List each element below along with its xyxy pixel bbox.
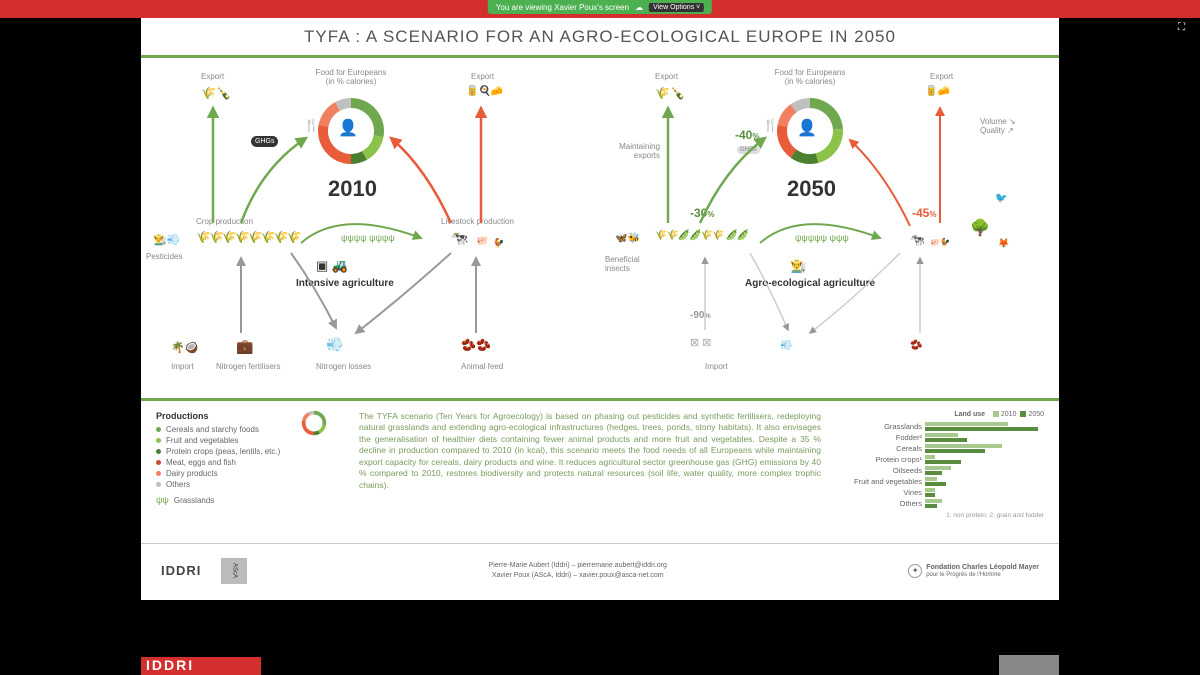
landuse-row: Fruit and vegetables [844, 476, 1044, 487]
legend-donut [301, 410, 327, 436]
grey-overflow [999, 655, 1059, 675]
landuse-row: Protein crops¹ [844, 454, 1044, 465]
diagram-area: Export Food for Europeans(in % calories)… [141, 58, 1059, 398]
iddri-overflow: IDDRI [141, 657, 261, 675]
landuse-row: Fodder² [844, 432, 1044, 443]
landuse-row: Others [844, 498, 1044, 509]
legend-item: Protein crops (peas, lentils, etc.) [156, 447, 336, 456]
bottom-section: Productions Cereals and starchy foodsFru… [141, 398, 1059, 543]
fondation-logo: ✦ Fondation Charles Léopold Mayerpour le… [908, 564, 1039, 578]
arrows-2010 [141, 58, 600, 398]
landuse-row: Cereals [844, 443, 1044, 454]
credits: Pierre-Marie Aubert (Iddri) – pierremari… [267, 561, 888, 579]
arrows-2050 [600, 58, 1059, 398]
panel-2010: Export Food for Europeans(in % calories)… [141, 58, 600, 398]
asca-logo: AScA [221, 558, 247, 584]
productions-legend: Productions Cereals and starchy foodsFru… [156, 411, 336, 533]
landuse-row: Vines [844, 487, 1044, 498]
landuse-chart: Land use 2010 2050 Grasslands Fodder² Ce… [844, 411, 1044, 533]
legend-item: Fruit and vegetables [156, 436, 336, 445]
page-title: TYFA : A SCENARIO FOR AN AGRO-ECOLOGICAL… [304, 27, 896, 47]
landuse-note: 1: non protein; 2: grain and fodder [844, 512, 1044, 519]
fondation-icon: ✦ [908, 564, 922, 578]
panel-2050: Export Food for Europeans(in % calories)… [600, 58, 1059, 398]
slide: TYFA : A SCENARIO FOR AN AGRO-ECOLOGICAL… [141, 18, 1059, 600]
landuse-row: Oilseeds [844, 465, 1044, 476]
title-bar: TYFA : A SCENARIO FOR AN AGRO-ECOLOGICAL… [141, 18, 1059, 58]
footer: IDDRI AScA Pierre-Marie Aubert (Iddri) –… [141, 543, 1059, 597]
legend-item: Others [156, 480, 336, 489]
share-text: You are viewing Xavier Poux's screen [496, 3, 629, 12]
legend-grass: Grasslands [174, 496, 214, 505]
screen-share-banner: You are viewing Xavier Poux's screen ☁ V… [488, 0, 712, 14]
landuse-legend: Land use 2010 2050 [844, 411, 1044, 418]
description-text: The TYFA scenario (Ten Years for Agroeco… [351, 411, 829, 533]
legend-item: Meat, eggs and fish [156, 458, 336, 467]
cloud-icon: ☁ [635, 3, 643, 12]
landuse-row: Grasslands [844, 421, 1044, 432]
grass-glyph-icon: ψψ [156, 495, 169, 505]
iddri-logo: IDDRI [161, 563, 201, 578]
expand-icon[interactable]: ⛶ [1178, 22, 1192, 36]
legend-item: Dairy products [156, 469, 336, 478]
view-options-button[interactable]: View Options ˅ [649, 3, 704, 12]
